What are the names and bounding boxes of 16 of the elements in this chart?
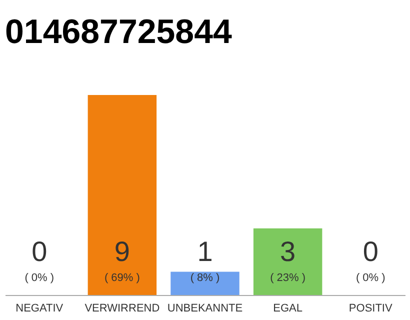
- x-tick-label: VERWIRREND: [84, 302, 160, 314]
- data-label: ( 0% ): [24, 272, 54, 284]
- annotation: 0: [362, 236, 378, 267]
- data-label: ( 0% ): [356, 272, 386, 284]
- annotation: 1: [197, 236, 213, 267]
- x-tick-label: UNBEKANNTE: [167, 302, 243, 314]
- data-label: ( 69% ): [104, 272, 140, 284]
- x-tick-label: NEGATIV: [16, 302, 64, 314]
- chart-title: 014687725844: [5, 13, 232, 51]
- x-tick-label: EGAL: [273, 302, 302, 314]
- annotation: 9: [114, 236, 130, 267]
- data-label: ( 8% ): [190, 272, 220, 284]
- data-label: ( 23% ): [270, 272, 306, 284]
- annotation: 3: [280, 236, 296, 267]
- annotation: 0: [32, 236, 48, 267]
- x-tick-label: POSITIV: [348, 302, 393, 314]
